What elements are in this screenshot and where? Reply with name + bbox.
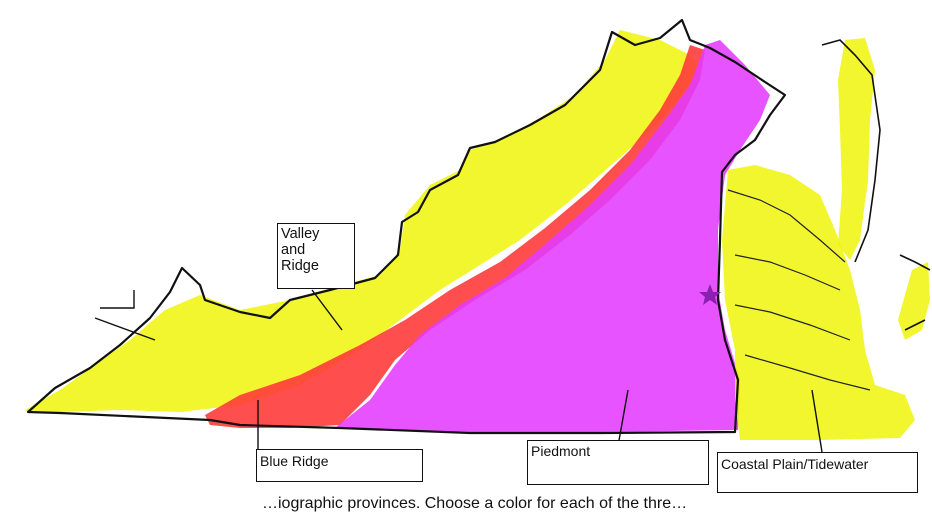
pointer-piedmont: [617, 389, 629, 447]
pointer-valley-and-ridge: [311, 289, 343, 331]
region-valley-and-ridge[interactable]: [25, 30, 700, 413]
caption-text: …iographic provinces. Choose a color for…: [262, 492, 782, 530]
caption-span: …iographic provinces. Choose a color for…: [262, 495, 688, 512]
label-blue-ridge[interactable]: Blue Ridge: [256, 449, 423, 482]
capital-star-icon: [699, 284, 721, 305]
region-coastal-plain[interactable]: [722, 165, 915, 440]
state-outline: [26, 18, 787, 435]
region-eastern-shore[interactable]: [838, 38, 875, 260]
region-eastern-shore-south[interactable]: [898, 262, 930, 340]
label-valley-and-ridge[interactable]: Valley and Ridge: [277, 223, 355, 289]
corner-mark: [100, 290, 135, 309]
label-coastal-plain[interactable]: Coastal Plain/Tidewater: [717, 452, 918, 493]
eastern-shore-outline: [821, 39, 931, 331]
pointer-west: [94, 317, 156, 341]
pointer-coastal-plain: [811, 389, 823, 453]
region-piedmont[interactable]: [335, 40, 770, 432]
label-piedmont[interactable]: Piedmont: [527, 440, 709, 485]
rivers: [727, 189, 871, 391]
